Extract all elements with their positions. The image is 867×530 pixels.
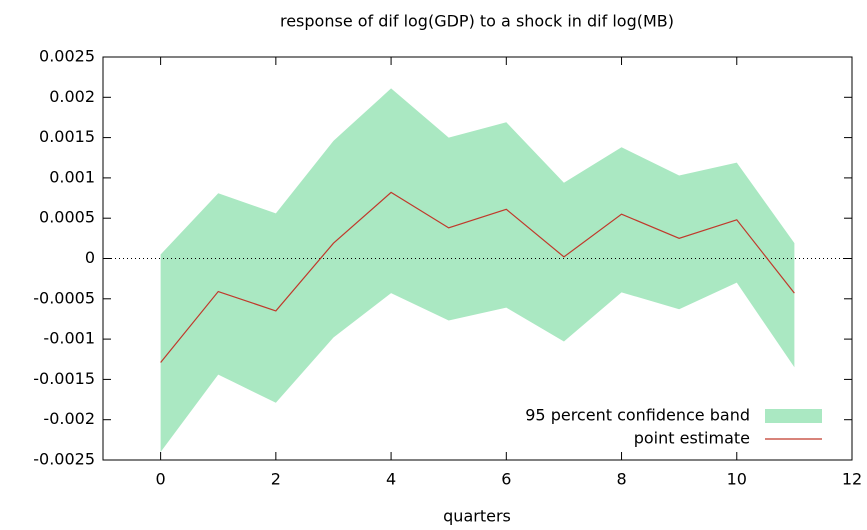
x-tick-label: 2 bbox=[271, 470, 281, 489]
y-tick-label: 0.002 bbox=[49, 87, 95, 106]
x-tick-label: 6 bbox=[501, 470, 511, 489]
x-tick-label: 4 bbox=[386, 470, 396, 489]
y-tick-label: -0.002 bbox=[43, 409, 95, 428]
y-tick-label: -0.0025 bbox=[33, 450, 95, 469]
legend-swatch bbox=[765, 409, 822, 423]
y-tick-label: -0.001 bbox=[43, 329, 95, 348]
y-tick-label: 0.0015 bbox=[39, 127, 95, 146]
point-estimate-line bbox=[160, 191, 795, 363]
y-tick-label: -0.0005 bbox=[33, 288, 95, 307]
y-tick-label: 0.0025 bbox=[39, 47, 95, 66]
chart-title: response of dif log(GDP) to a shock in d… bbox=[280, 12, 674, 31]
y-tick-label: 0.0005 bbox=[39, 208, 95, 227]
legend-label: point estimate bbox=[634, 429, 750, 448]
x-tick-label: 0 bbox=[156, 470, 166, 489]
x-tick-label: 10 bbox=[727, 470, 747, 489]
x-axis-label: quarters bbox=[443, 507, 511, 526]
x-tick-label: 12 bbox=[842, 470, 862, 489]
y-tick-label: 0.001 bbox=[49, 167, 95, 186]
y-tick-label: -0.0015 bbox=[33, 369, 95, 388]
y-tick-label: 0 bbox=[85, 248, 95, 267]
x-tick-label: 8 bbox=[616, 470, 626, 489]
confidence-band bbox=[160, 88, 795, 452]
legend-label: 95 percent confidence band bbox=[525, 406, 750, 425]
